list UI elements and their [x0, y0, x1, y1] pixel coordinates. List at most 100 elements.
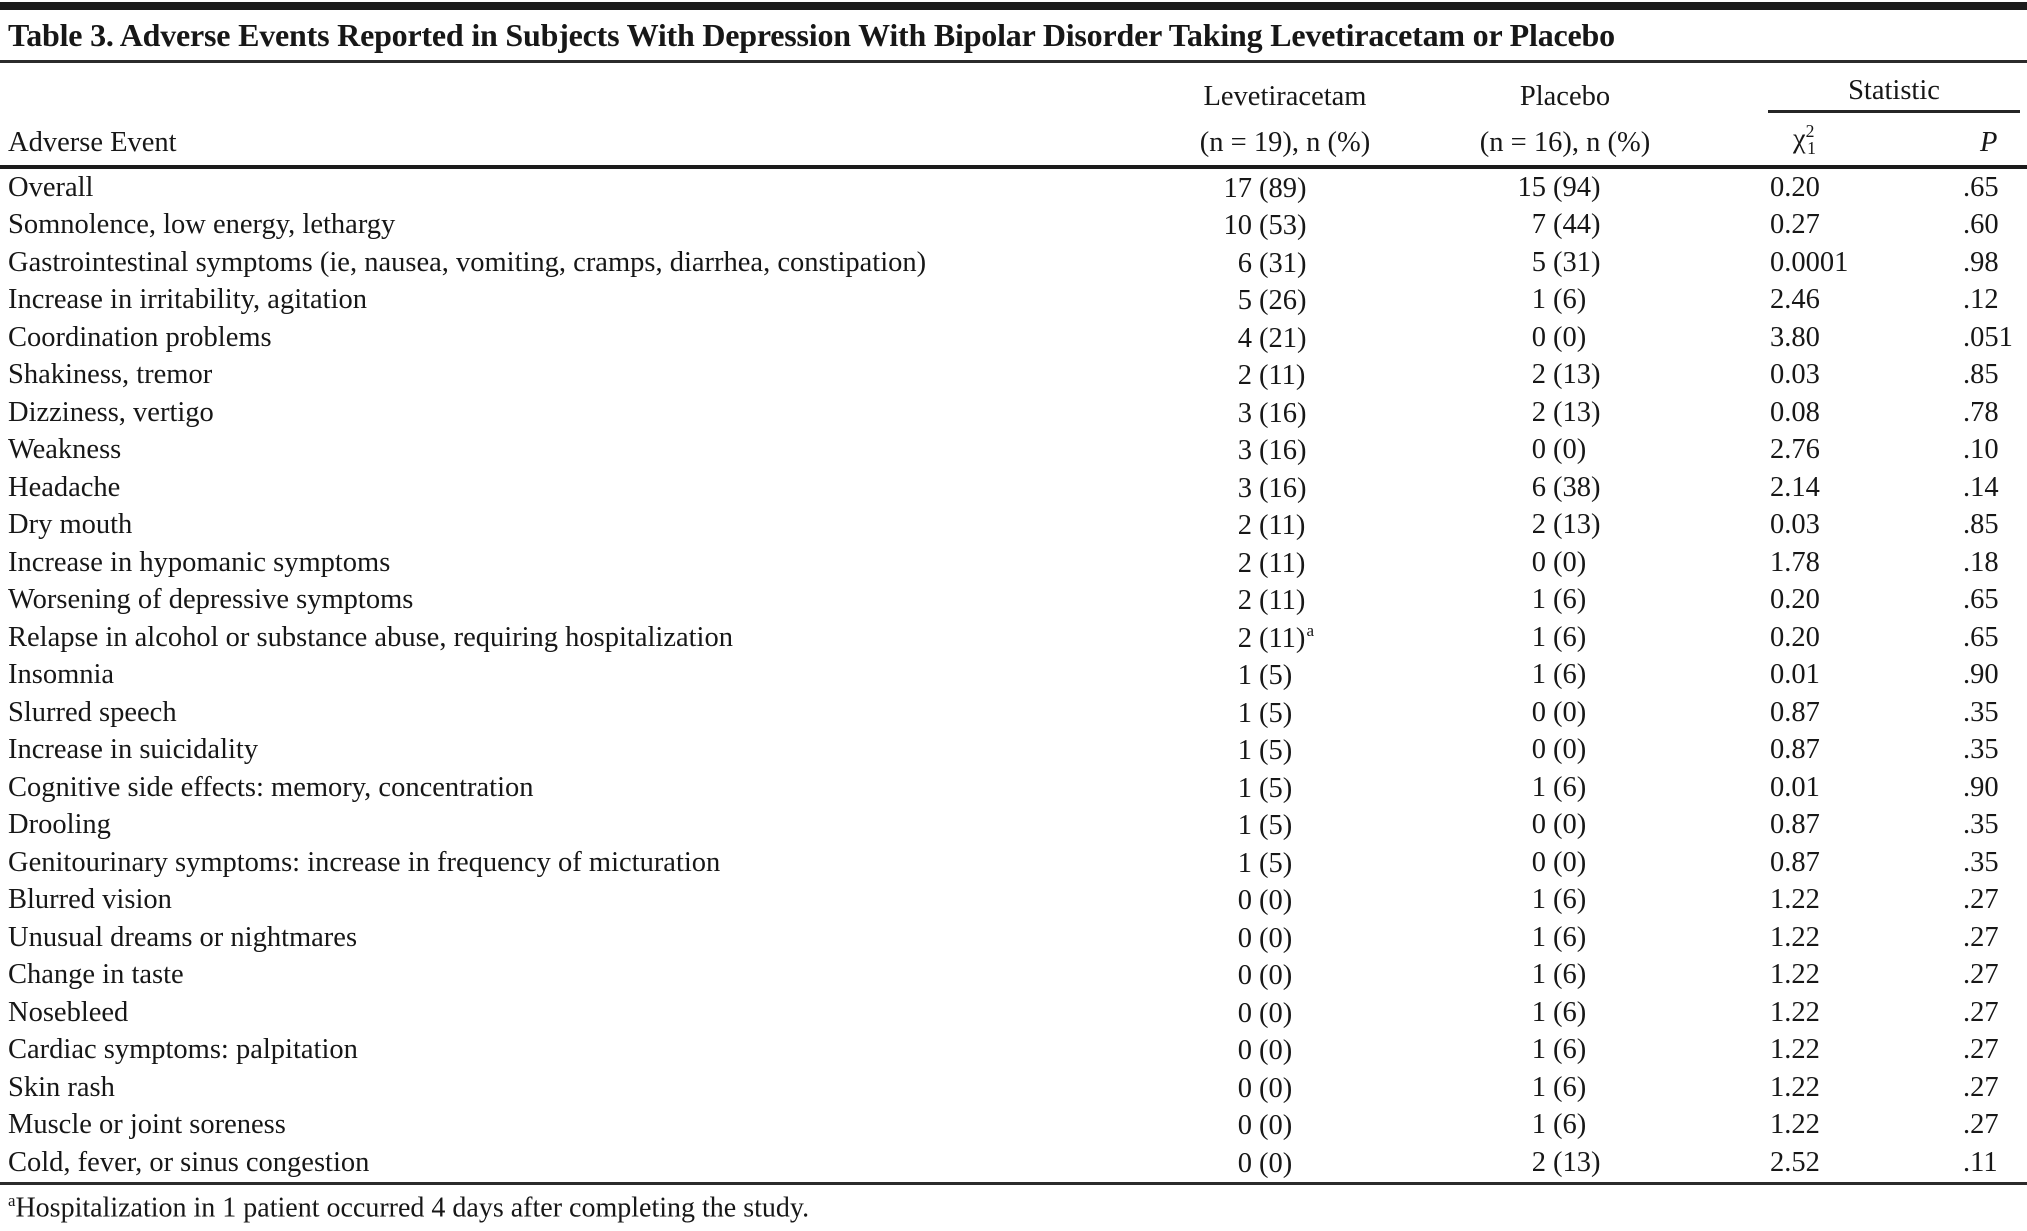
placebo-cell: 0 (0) — [1420, 432, 1710, 470]
p-value-cell: .90 — [1963, 659, 1999, 690]
placebo-cell: 1 (6) — [1420, 957, 1710, 995]
table-row: Cold, fever, or sinus congestion 0 (0) 2(… — [0, 1144, 2027, 1182]
adverse-event-cell: Coordination problems — [8, 321, 272, 353]
adverse-event-cell: Nosebleed — [8, 996, 129, 1028]
table-row: Headache 3 (16) 6 (38) 2.14 .14 — [0, 469, 2027, 507]
chi-square-cell: 2.14 — [1770, 471, 1820, 503]
levetiracetam-cell: 10 (53) — [1150, 207, 1420, 245]
levetiracetam-cell: 0 (0) — [1150, 994, 1420, 1032]
levetiracetam-count: 0 — [1237, 1147, 1252, 1179]
footnote-marker: a — [8, 1190, 16, 1210]
levetiracetam-cell: 0 (0) — [1150, 919, 1420, 957]
levetiracetam-cell: 1 (5) — [1150, 732, 1420, 770]
adverse-event-cell: Increase in suicidality — [8, 734, 259, 765]
placebo-count: 1 — [1531, 771, 1546, 803]
placebo-cell: 0 (0) — [1420, 319, 1710, 357]
p-value-cell: .14 — [1963, 471, 1999, 503]
placebo-count: 1 — [1531, 959, 1546, 990]
adverse-events-table: Levetiracetam Placebo Statistic Adverse … — [0, 63, 2027, 1182]
levetiracetam-percent: (0) — [1259, 1110, 1293, 1142]
table-body: Overall 17 (89) 15 (94) 0.20 .65 Somnolenc… — [0, 167, 2027, 1182]
placebo-count: 1 — [1531, 1071, 1546, 1103]
levetiracetam-percent: (0) — [1259, 1072, 1293, 1104]
placebo-percent: (44) — [1553, 209, 1601, 240]
levetiracetam-count: 0 — [1237, 885, 1252, 917]
placebo-percent: (0) — [1553, 734, 1587, 765]
adverse-event-cell: Change in taste — [8, 959, 184, 990]
p-value-cell: .27 — [1963, 1109, 1999, 1140]
levetiracetam-count: 0 — [1237, 1072, 1252, 1104]
footnote: aHospitalization in 1 patient occurred 4… — [0, 1181, 2027, 1231]
adverse-event-cell: Dry mouth — [8, 509, 133, 540]
levetiracetam-count: 3 — [1237, 435, 1252, 467]
placebo-cell: 5 (31) — [1420, 244, 1710, 282]
levetiracetam-percent: (0) — [1259, 960, 1293, 992]
chi-square-cell: 0.03 — [1770, 359, 1820, 390]
levetiracetam-cell: 2 (11) — [1150, 357, 1420, 395]
header-statistic-label: Statistic — [1848, 75, 1940, 106]
p-value-cell: .35 — [1963, 846, 1999, 878]
adverse-event-cell: Cardiac symptoms: palpitation — [8, 1034, 358, 1065]
levetiracetam-percent: (0) — [1259, 1147, 1293, 1179]
table-row: Somnolence, low energy, lethargy 10 (53) … — [0, 207, 2027, 245]
adverse-event-cell: Drooling — [8, 809, 111, 840]
levetiracetam-percent: (0) — [1259, 1035, 1293, 1067]
p-value-cell: .35 — [1963, 696, 1999, 728]
levetiracetam-percent: (11) — [1259, 510, 1306, 542]
levetiracetam-count: 1 — [1237, 847, 1252, 879]
placebo-cell: 1 (6) — [1420, 619, 1710, 657]
adverse-event-cell: Blurred vision — [8, 884, 172, 915]
p-value-cell: .27 — [1963, 1034, 1999, 1065]
placebo-cell: 1 (6) — [1420, 582, 1710, 620]
placebo-count: 1 — [1531, 584, 1546, 615]
chi-square-cell: 2.46 — [1770, 284, 1820, 315]
placebo-percent: (6) — [1553, 284, 1587, 315]
p-value-cell: .85 — [1963, 359, 1999, 390]
levetiracetam-cell: 1 (5) — [1150, 769, 1420, 807]
placebo-count: 2 — [1531, 396, 1546, 428]
table-row: Muscle or joint soreness 0 (0) 1 (6) 1.22 … — [0, 1107, 2027, 1145]
chi-square-cell: 1.22 — [1770, 996, 1820, 1028]
levetiracetam-percent: (11) — [1259, 585, 1306, 617]
placebo-count: 5 — [1531, 246, 1546, 278]
p-value-cell: .12 — [1963, 284, 1999, 315]
placebo-count: 1 — [1531, 996, 1546, 1028]
chi-square-cell: 0.87 — [1770, 734, 1820, 765]
header-row-columns: Adverse Event (n = 19), n (%) (n = 16), … — [0, 113, 2027, 169]
levetiracetam-cell: 2 (11) — [1150, 582, 1420, 620]
p-value-cell: .27 — [1963, 921, 1999, 953]
table-row: Nosebleed 0 (0) 1 (6) 1.22 .27 — [0, 994, 2027, 1032]
placebo-percent: (31) — [1553, 246, 1601, 278]
p-value-cell: .18 — [1963, 546, 1999, 578]
header-levetiracetam-name: Levetiracetam — [1203, 81, 1367, 112]
levetiracetam-percent: (11) — [1259, 360, 1306, 392]
levetiracetam-cell: 1 (5) — [1150, 807, 1420, 845]
placebo-cell: 15 (94) — [1420, 167, 1710, 207]
header-row-groups: Levetiracetam Placebo Statistic — [0, 63, 2027, 113]
levetiracetam-percent: (16) — [1259, 397, 1307, 429]
levetiracetam-cell: 17 (89) — [1150, 167, 1420, 207]
levetiracetam-cell: 3 (16) — [1150, 469, 1420, 507]
p-value-cell: .65 — [1963, 584, 1999, 615]
levetiracetam-percent: (53) — [1259, 210, 1307, 242]
placebo-percent: (6) — [1553, 1071, 1587, 1103]
levetiracetam-cell: 0 (0) — [1150, 957, 1420, 995]
placebo-count: 0 — [1531, 321, 1546, 353]
adverse-event-cell: Slurred speech — [8, 696, 177, 728]
placebo-percent: (38) — [1553, 471, 1601, 503]
header-statistic-group: Statistic — [1710, 63, 2027, 113]
footnote-marker-ref: a — [1306, 621, 1315, 641]
placebo-percent: (6) — [1553, 996, 1587, 1028]
placebo-count: 2 — [1531, 1146, 1546, 1178]
header-chi-square: χ21 — [1710, 113, 1935, 169]
levetiracetam-count: 4 — [1237, 322, 1252, 354]
levetiracetam-percent: (0) — [1259, 997, 1293, 1029]
levetiracetam-cell: 2 (11) — [1150, 507, 1420, 545]
placebo-percent: (6) — [1553, 959, 1587, 990]
levetiracetam-count: 17 — [1223, 172, 1253, 204]
chi-square-cell: 0.20 — [1770, 171, 1820, 203]
placebo-count: 15 — [1517, 171, 1547, 203]
table-row: Dry mouth 2 (11) 2 (13) 0.03 .85 — [0, 507, 2027, 545]
placebo-cell: 7 (44) — [1420, 207, 1710, 245]
placebo-count: 1 — [1531, 884, 1546, 915]
